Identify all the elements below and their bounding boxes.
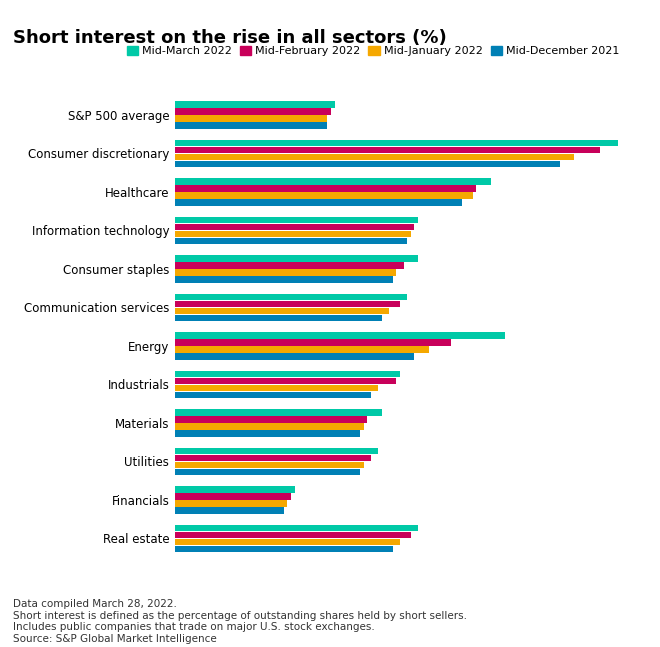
Bar: [175, 333, 506, 339]
Bar: [175, 231, 411, 237]
Bar: [175, 262, 403, 269]
Bar: [175, 455, 371, 461]
Bar: [175, 102, 335, 108]
Bar: [175, 179, 490, 185]
Text: Data compiled March 28, 2022.
Short interest is defined as the percentage of out: Data compiled March 28, 2022. Short inte…: [13, 599, 467, 644]
Bar: [175, 192, 473, 199]
Bar: [175, 308, 389, 314]
Bar: [175, 493, 291, 499]
Bar: [175, 430, 360, 437]
Bar: [175, 185, 477, 192]
Bar: [175, 448, 378, 454]
Bar: [175, 339, 451, 345]
Bar: [175, 462, 364, 468]
Bar: [175, 237, 407, 244]
Bar: [175, 154, 574, 160]
Bar: [175, 532, 411, 538]
Bar: [175, 371, 400, 377]
Bar: [175, 423, 364, 430]
Bar: [175, 147, 599, 153]
Bar: [175, 468, 360, 475]
Bar: [175, 160, 560, 167]
Bar: [175, 525, 418, 531]
Text: Short interest on the rise in all sectors (%): Short interest on the rise in all sector…: [13, 29, 447, 47]
Legend: Mid-March 2022, Mid-February 2022, Mid-January 2022, Mid-December 2021: Mid-March 2022, Mid-February 2022, Mid-J…: [127, 46, 620, 56]
Bar: [175, 391, 371, 398]
Bar: [175, 199, 461, 206]
Bar: [175, 416, 367, 422]
Bar: [175, 224, 414, 230]
Bar: [175, 500, 288, 507]
Bar: [175, 353, 414, 360]
Bar: [175, 294, 407, 300]
Bar: [175, 115, 327, 122]
Bar: [175, 122, 327, 129]
Bar: [175, 217, 418, 223]
Bar: [175, 269, 396, 276]
Bar: [175, 507, 284, 514]
Bar: [175, 346, 429, 353]
Bar: [175, 314, 381, 321]
Bar: [175, 256, 418, 262]
Bar: [175, 378, 396, 384]
Bar: [175, 385, 378, 391]
Bar: [175, 140, 618, 146]
Bar: [175, 487, 294, 493]
Bar: [175, 545, 393, 552]
Bar: [175, 301, 400, 307]
Bar: [175, 410, 381, 416]
Bar: [175, 276, 393, 283]
Bar: [175, 108, 331, 115]
Bar: [175, 539, 400, 545]
